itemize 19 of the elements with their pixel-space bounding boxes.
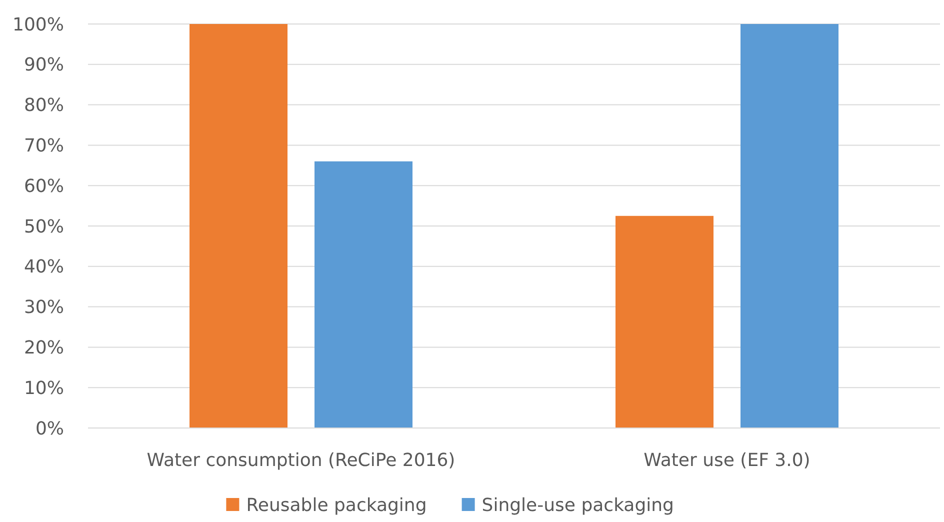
y-tick-label: 70%: [24, 136, 64, 156]
y-tick-label: 0%: [35, 418, 64, 440]
bar: [740, 24, 838, 428]
x-tick-label: Water consumption (ReCiPe 2016): [146, 450, 456, 471]
bar: [616, 216, 714, 428]
y-tick-label: 60%: [24, 176, 64, 197]
y-tick-label: 10%: [24, 378, 64, 399]
y-tick-label: 50%: [24, 216, 64, 238]
y-tick-label: 20%: [24, 338, 64, 358]
y-tick-label: 100%: [12, 14, 64, 36]
legend-label: Reusable packaging: [246, 495, 427, 516]
y-tick-label: 30%: [24, 297, 64, 318]
bar: [314, 161, 412, 428]
legend-label: Single-use packaging: [482, 495, 674, 516]
bar: [190, 24, 288, 428]
y-tick-label: 40%: [24, 256, 64, 278]
x-tick-label: Water use (EF 3.0): [644, 450, 810, 471]
y-tick-label: 80%: [24, 95, 64, 116]
y-tick-label: 90%: [24, 54, 64, 76]
